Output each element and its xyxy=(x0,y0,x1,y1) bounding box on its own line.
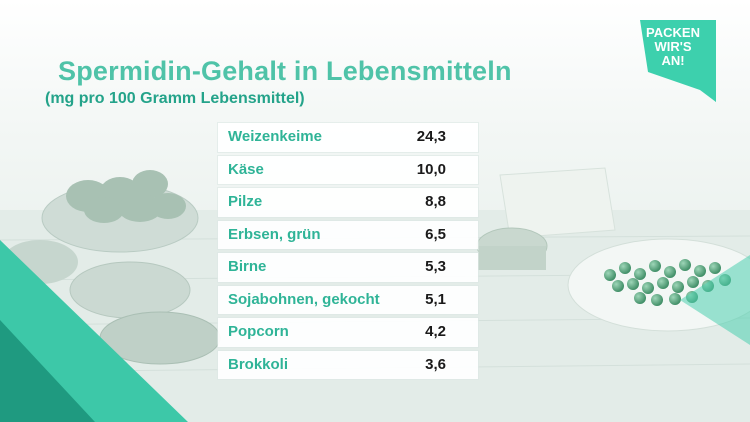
badge-line-1: PACKEN xyxy=(646,25,700,40)
chart-title: Spermidin-Gehalt in Lebensmitteln xyxy=(58,56,512,86)
spermidine-value: 4,2 xyxy=(425,323,446,340)
food-name: Sojabohnen, gekocht xyxy=(228,290,380,308)
food-name: Popcorn xyxy=(228,323,289,340)
spermidine-value: 10,0 xyxy=(416,160,446,178)
table-row: Pilze 8,8 xyxy=(218,188,478,217)
spermidine-value: 5,3 xyxy=(425,258,446,275)
table-row: Erbsen, grün 6,5 xyxy=(218,220,478,249)
food-name: Birne xyxy=(228,258,267,275)
food-name: Brokkoli xyxy=(228,355,289,373)
table-row: Popcorn 4,2 xyxy=(218,318,478,347)
spermidine-value: 5,1 xyxy=(425,290,446,308)
packen-wirs-an-logo: PACKEN WIR'S AN! xyxy=(640,20,716,102)
food-name: Erbsen, grün xyxy=(228,225,321,243)
table-row: Birne 5,3 xyxy=(218,253,478,282)
chart-subtitle: (mg pro 100 Gramm Lebensmittel) xyxy=(45,90,305,107)
food-name: Pilze xyxy=(228,193,263,210)
table-row: Brokkoli 3,6 xyxy=(218,350,478,379)
spermidine-value: 8,8 xyxy=(425,193,446,210)
food-name: Käse xyxy=(228,160,264,178)
badge-line-2: WIR'S xyxy=(654,39,692,54)
spermidine-value: 3,6 xyxy=(425,355,446,373)
spermidine-value: 24,3 xyxy=(416,128,446,145)
table-row: Käse 10,0 xyxy=(218,155,478,184)
table-row: Weizenkeime 24,3 xyxy=(218,123,478,152)
spermidine-table: Weizenkeime 24,3 Käse 10,0 Pilze 8,8 Erb… xyxy=(218,123,478,383)
badge-line-3: AN! xyxy=(661,53,685,68)
table-row: Sojabohnen, gekocht 5,1 xyxy=(218,285,478,314)
food-name: Weizenkeime xyxy=(228,128,322,145)
spermidine-value: 6,5 xyxy=(425,225,446,243)
